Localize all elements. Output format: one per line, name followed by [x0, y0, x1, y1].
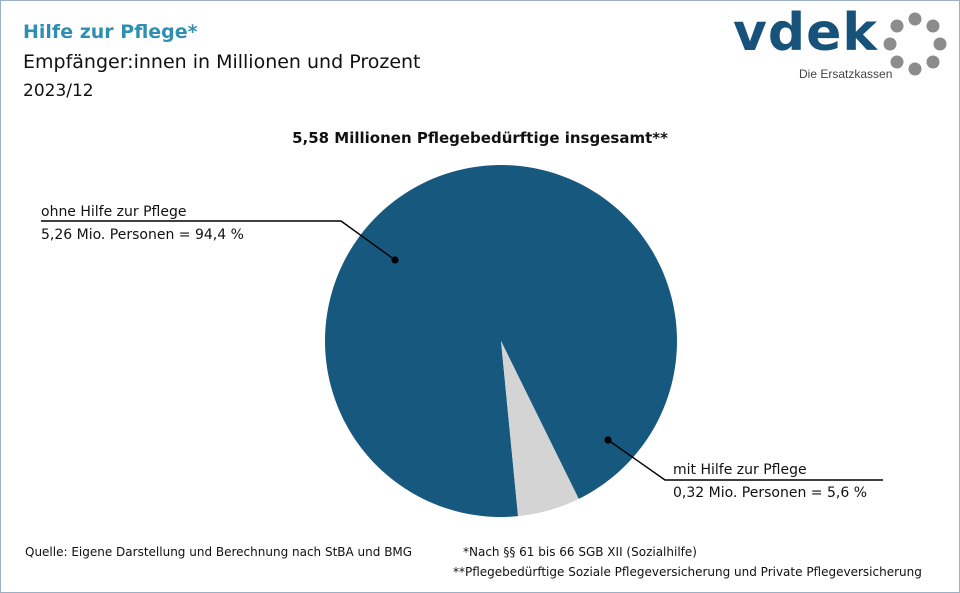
pie-slices [325, 165, 678, 518]
slice-marker-mit [604, 436, 612, 444]
slice-label-mit: mit Hilfe zur Pflege [673, 462, 807, 478]
chart-period: 2023/12 [23, 81, 94, 101]
logo-tagline: Die Ersatzkassen [799, 67, 893, 81]
slice-label-ohne: ohne Hilfe zur Pflege [41, 204, 186, 220]
slice-leader-mit [607, 439, 883, 481]
slice-value-mit: 0,32 Mio. Personen = 5,6 % [673, 485, 867, 501]
pie-slice-mit-hilfe [501, 341, 579, 517]
slice-value-ohne: 5,26 Mio. Personen = 94,4 % [41, 227, 244, 243]
footnote-hilfe: *Nach §§ 61 bis 66 SGB XII (Sozialhilfe) [463, 545, 697, 559]
pie-slice-ohne-hilfe [325, 165, 678, 518]
slice-leader-ohne [41, 220, 396, 261]
pie-heading: 5,58 Millionen Pflegebedürftige insgesam… [292, 129, 668, 147]
source-note: Quelle: Eigene Darstellung und Berechnun… [25, 545, 413, 559]
footnote-pflegebeduerftige: **Pflegebedürftige Soziale Pflegeversich… [453, 565, 922, 579]
logo-wordmark: vdek [733, 3, 878, 63]
slice-marker-ohne [391, 256, 399, 264]
chart-title: Hilfe zur Pflege* [23, 21, 198, 43]
vdek-logo: vdek Die Ersatzkassen [733, 3, 955, 89]
chart-subtitle: Empfänger:innen in Millionen und Prozent [23, 51, 421, 73]
vdek-ring-logo-icon [883, 12, 947, 76]
